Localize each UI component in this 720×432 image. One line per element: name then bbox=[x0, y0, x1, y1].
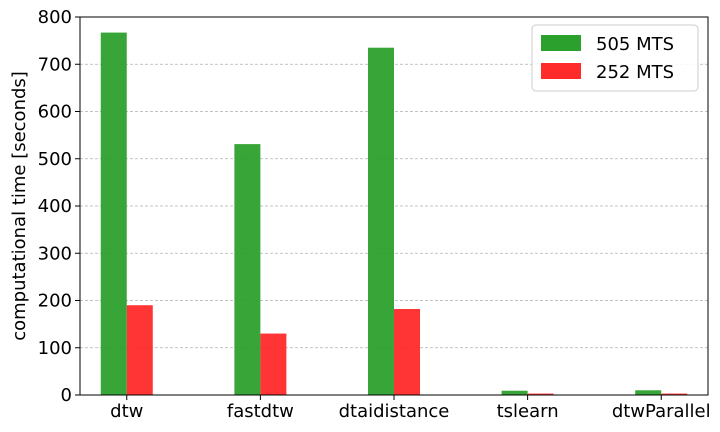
y-tick-label: 500 bbox=[38, 149, 72, 170]
legend-swatch bbox=[541, 35, 581, 51]
bar-series-2 bbox=[661, 393, 688, 395]
x-tick-label: dtw bbox=[110, 401, 143, 422]
bar-series-1 bbox=[635, 390, 662, 395]
bar-series-1 bbox=[100, 32, 127, 395]
x-axis-ticks: dtw fastdtw dtaidistance tslearn dtwParallel bbox=[110, 395, 711, 422]
bar-series-2 bbox=[527, 393, 554, 395]
y-tick-label: 400 bbox=[38, 196, 72, 217]
x-tick-label: dtwParallel bbox=[612, 401, 711, 422]
bar-series-1 bbox=[501, 390, 528, 395]
y-tick-label: 600 bbox=[38, 102, 72, 123]
legend-label: 252 MTS bbox=[596, 62, 674, 83]
bar-series-1 bbox=[234, 144, 261, 395]
bar-series-2 bbox=[394, 309, 420, 395]
legend: 505 MTS 252 MTS bbox=[531, 24, 699, 92]
bar-series-1 bbox=[368, 47, 394, 396]
y-tick-label: 300 bbox=[38, 243, 72, 264]
bar-series-2 bbox=[260, 333, 287, 395]
x-tick-label: dtaidistance bbox=[339, 401, 450, 422]
bar-series-2 bbox=[126, 305, 153, 395]
y-tick-label: 0 bbox=[61, 385, 72, 406]
y-axis-label: computational time [seconds] bbox=[9, 71, 30, 341]
legend-label: 505 MTS bbox=[596, 34, 674, 55]
y-tick-label: 100 bbox=[38, 338, 72, 359]
y-axis-ticks: 0 100 200 300 400 500 600 700 800 bbox=[38, 7, 80, 406]
y-tick-label: 200 bbox=[38, 291, 72, 312]
bars bbox=[100, 32, 688, 396]
x-tick-label: fastdtw bbox=[227, 401, 294, 422]
x-tick-label: tslearn bbox=[497, 401, 559, 422]
y-tick-label: 700 bbox=[38, 54, 72, 75]
legend-swatch bbox=[541, 63, 581, 79]
y-tick-label: 800 bbox=[38, 7, 72, 28]
